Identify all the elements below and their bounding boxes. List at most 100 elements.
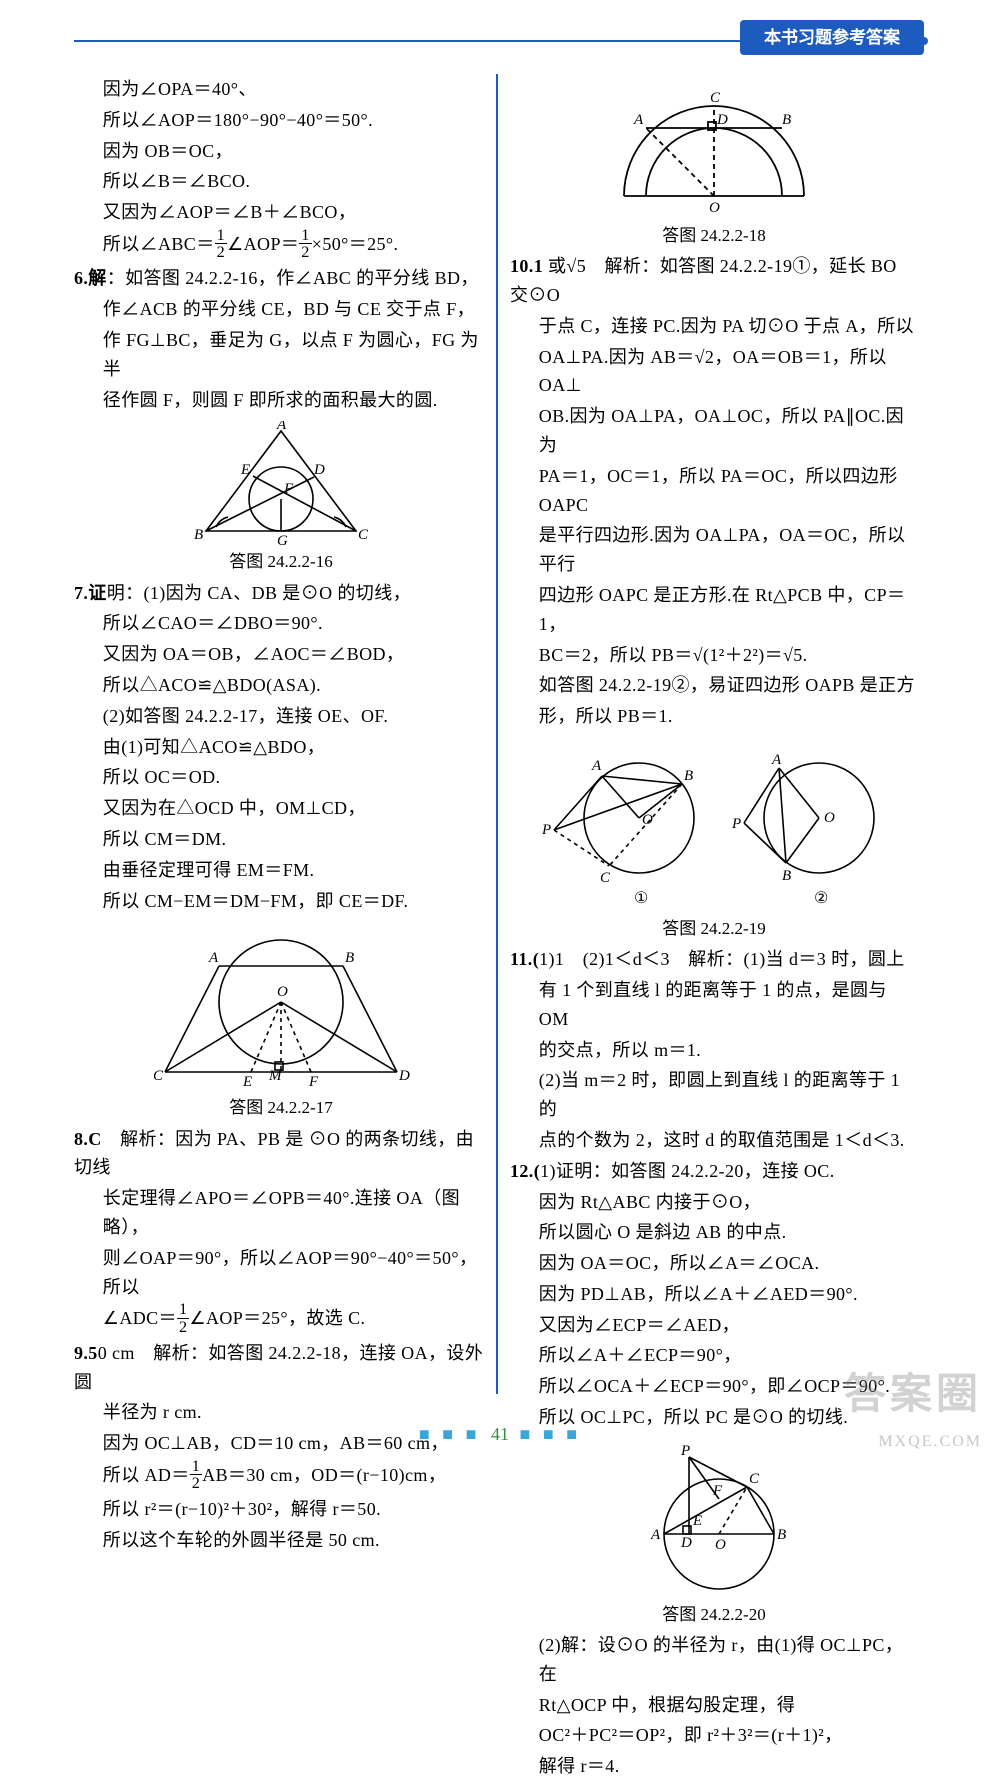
svg-text:B: B <box>345 950 354 966</box>
text-line: 所以这个车轮的外圆半径是 50 cm. <box>74 1526 488 1555</box>
svg-text:D: D <box>716 112 728 128</box>
text-line: 如答图 24.2.2-19②，易证四边形 OAPB 是正方 <box>510 671 918 700</box>
text-line: 7.证明：(1)因为 CA、DB 是⊙O 的切线， <box>74 579 488 608</box>
left-column: 因为∠OPA＝40°、所以∠AOP＝180°−90°−40°＝50°.因为 OB… <box>74 74 496 1394</box>
figure-24-2-2-20: ABC DEF OP 答图 24.2.2-20 <box>510 1439 918 1628</box>
text-line: 由垂径定理可得 EM＝FM. <box>74 856 488 885</box>
svg-text:A: A <box>276 421 287 433</box>
text-line: 因为 PD⊥AB，所以∠A＋∠AED＝90°. <box>510 1280 918 1309</box>
text-line: 又因为 OA＝OB，∠AOC＝∠BOD， <box>74 640 488 669</box>
svg-text:A: A <box>591 758 602 774</box>
text-line: 所以∠AOP＝180°−90°−40°＝50°. <box>74 106 488 135</box>
text-line: 因为 OA＝OC，所以∠A＝∠OCA. <box>510 1249 918 1278</box>
svg-text:C: C <box>153 1068 164 1084</box>
text-line: 作∠ACB 的平分线 CE，BD 与 CE 交于点 F， <box>74 295 488 324</box>
text-line: 6.解：如答图 24.2.2-16，作∠ABC 的平分线 BD， <box>74 264 488 293</box>
text-line: 的交点，所以 m＝1. <box>510 1036 918 1065</box>
text-line: 又因为∠ECP＝∠AED， <box>510 1311 918 1340</box>
svg-text:P: P <box>541 822 551 838</box>
svg-text:B: B <box>782 112 791 128</box>
text-line: (2)当 m＝2 时，即圆上到直线 l 的距离等于 1 的 <box>510 1066 918 1124</box>
text-line: 作 FG⊥BC，垂足为 G，以点 F 为圆心，FG 为半 <box>74 326 488 384</box>
svg-text:F: F <box>712 1483 723 1499</box>
text-line: 12.(1)证明：如答图 24.2.2-20，连接 OC. <box>510 1157 918 1186</box>
svg-text:C: C <box>749 1471 760 1487</box>
text-line: OC²＋PC²＝OP²，即 r²＋3²＝(r＋1)²， <box>510 1721 918 1750</box>
text-line: 于点 C，连接 PC.因为 PA 切⊙O 于点 A，所以 <box>510 312 918 341</box>
text-line: 所以△ACO≌△BDO(ASA). <box>74 671 488 700</box>
svg-text:C: C <box>600 870 611 886</box>
text-line: Rt△OCP 中，根据勾股定理，得 <box>510 1691 918 1720</box>
text-line: 是平行四边形.因为 OA⊥PA，OA＝OC，所以平行 <box>510 521 918 579</box>
svg-text:B: B <box>782 868 791 884</box>
text-line: 所以 OC＝OD. <box>74 763 488 792</box>
figure-24-2-2-17: AB CD EF MO 答图 24.2.2-17 <box>74 922 488 1121</box>
text-line: 因为 OB＝OC， <box>74 137 488 166</box>
svg-text:A: A <box>633 112 644 128</box>
figure-24-2-2-19: ABP OC ABPO ①② 答图 24.2.2-19 <box>510 738 918 942</box>
page-dot-right: ■ ■ ■ <box>514 1424 588 1444</box>
svg-text:O: O <box>277 984 288 1000</box>
text-line: 所以∠B＝∠BCO. <box>74 167 488 196</box>
text-line: OB.因为 OA⊥PA，OA⊥OC，所以 PA∥OC.因为 <box>510 402 918 460</box>
text-line: 因为 Rt△ABC 内接于⊙O， <box>510 1188 918 1217</box>
svg-text:B: B <box>194 527 203 543</box>
text-line: 10.1 或√5 解析：如答图 24.2.2-19①，延长 BO 交⊙O <box>510 252 918 310</box>
text-line: 9.50 cm 解析：如答图 24.2.2-18，连接 OA，设外圆 <box>74 1339 488 1397</box>
svg-text:P: P <box>731 816 741 832</box>
svg-text:B: B <box>684 768 693 784</box>
text-line: 所以 CM＝DM. <box>74 825 488 854</box>
svg-text:A: A <box>650 1527 661 1543</box>
svg-text:D: D <box>313 462 325 478</box>
text-line: 所以 CM−EM＝DM−FM，即 CE＝DF. <box>74 887 488 916</box>
text-line: BC＝2，所以 PB＝√(1²＋2²)＝√5. <box>510 641 918 670</box>
text-line: 则∠OAP＝90°，所以∠AOP＝90°−40°＝50°，所以 <box>74 1244 488 1302</box>
text-line: 径作圆 F，则圆 F 即所求的面积最大的圆. <box>74 386 488 415</box>
text-line: PA＝1，OC＝1，所以 PA＝OC，所以四边形 OAPC <box>510 462 918 520</box>
svg-text:D: D <box>680 1535 692 1551</box>
svg-text:O: O <box>715 1537 726 1553</box>
svg-text:D: D <box>398 1068 410 1084</box>
text-line: 有 1 个到直线 l 的距离等于 1 的点，是圆与 OM <box>510 976 918 1034</box>
text-line: 又因为∠AOP＝∠B＋∠BCO， <box>74 198 488 227</box>
text-line: OA⊥PA.因为 AB＝√2，OA＝OB＝1，所以 OA⊥ <box>510 343 918 401</box>
svg-text:C: C <box>710 90 721 106</box>
right-column: AB CD O 答图 24.2.2-18 10.1 或√5 解析：如答图 24.… <box>496 74 918 1394</box>
svg-text:A: A <box>771 752 782 768</box>
text-line: 所以 AD＝12AB＝30 cm，OD＝(r−10)cm， <box>74 1460 488 1493</box>
svg-text:F: F <box>308 1074 319 1090</box>
page-dot-left: ■ ■ ■ <box>413 1424 487 1444</box>
text-line: 由(1)可知△ACO≌△BDO， <box>74 733 488 762</box>
text-line: 11.(1)1 (2)1＜d＜3 解析：(1)当 d＝3 时，圆上 <box>510 945 918 974</box>
text-line: 8.C 解析：因为 PA、PB 是 ⊙O 的两条切线，由切线 <box>74 1125 488 1183</box>
content-columns: 因为∠OPA＝40°、所以∠AOP＝180°−90°−40°＝50°.因为 OB… <box>74 74 926 1394</box>
svg-text:C: C <box>358 527 369 543</box>
svg-text:O: O <box>642 812 653 828</box>
svg-text:①: ① <box>634 890 648 907</box>
svg-text:E: E <box>240 462 250 478</box>
text-line: 四边形 OAPC 是正方形.在 Rt△PCB 中，CP＝1， <box>510 581 918 639</box>
svg-text:O: O <box>824 810 835 826</box>
svg-text:M: M <box>268 1068 283 1084</box>
svg-text:O: O <box>709 200 720 216</box>
watermark: 答案圈 MXQE.COM <box>844 1362 982 1455</box>
header-tab: 本书习题参考答案 <box>740 20 924 55</box>
text-line: 解得 r＝4. <box>510 1752 918 1781</box>
svg-text:G: G <box>277 533 288 546</box>
text-line: 点的个数为 2，这时 d 的取值范围是 1＜d＜3. <box>510 1126 918 1155</box>
svg-text:E: E <box>692 1513 702 1529</box>
svg-text:F: F <box>283 481 294 497</box>
svg-text:B: B <box>777 1527 786 1543</box>
text-line: 因为∠OPA＝40°、 <box>74 75 488 104</box>
text-line: 所以∠ABC＝12∠AOP＝12×50°＝25°. <box>74 229 488 262</box>
figure-24-2-2-16: ABC DE FG 答图 24.2.2-16 <box>74 421 488 575</box>
text-line: 又因为在△OCD 中，OM⊥CD， <box>74 794 488 823</box>
text-line: (2)解：设⊙O 的半径为 r，由(1)得 OC⊥PC，在 <box>510 1631 918 1689</box>
svg-text:A: A <box>208 950 219 966</box>
text-line: ∠ADC＝12∠AOP＝25°，故选 C. <box>74 1303 488 1336</box>
text-line: 所以∠CAO＝∠DBO＝90°. <box>74 609 488 638</box>
svg-text:②: ② <box>814 890 828 907</box>
text-line: 长定理得∠APO＝∠OPB＝40°.连接 OA（图略）， <box>74 1184 488 1242</box>
text-line: 形，所以 PB＝1. <box>510 702 918 731</box>
text-line: 所以圆心 O 是斜边 AB 的中点. <box>510 1218 918 1247</box>
